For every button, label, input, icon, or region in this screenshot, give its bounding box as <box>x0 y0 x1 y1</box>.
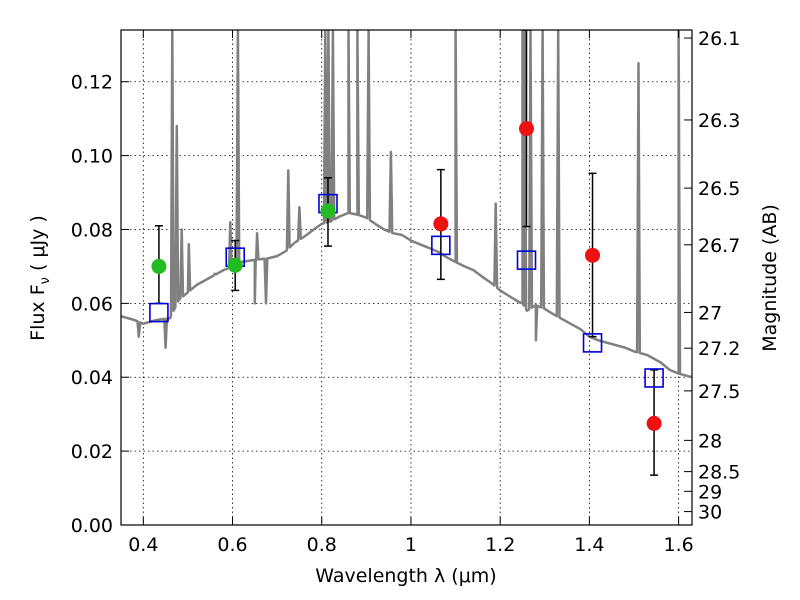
x-axis-ticks: 0.4 0.6 0.8 1 1.2 1.4 1.6 <box>128 30 694 556</box>
y2-tick-label: 26.7 <box>698 235 740 257</box>
y2-tick-label: 30 <box>698 502 722 524</box>
y2-tick-label: 27 <box>698 302 722 324</box>
grid-lines <box>121 30 692 526</box>
model-photometry-square <box>516 250 537 270</box>
model-photometry-square <box>582 333 603 353</box>
x-tick-label: 1.4 <box>574 534 604 556</box>
plot-area <box>121 30 692 476</box>
x-tick-label: 1 <box>405 534 417 556</box>
x-tick-label: 1.6 <box>664 534 694 556</box>
y-axis-label-subscript: ν <box>38 277 53 284</box>
y-tick-label: 0.06 <box>71 293 113 315</box>
y-tick-label: 0.00 <box>71 515 113 537</box>
y2-tick-label: 27.2 <box>698 338 740 360</box>
y-tick-label: 0.08 <box>71 219 113 241</box>
plot-frame <box>120 29 693 526</box>
y-axis-label-main: Flux F <box>27 284 49 340</box>
red-data-point <box>646 415 662 431</box>
model-photometry-square <box>644 368 664 388</box>
x-tick-label: 0.4 <box>128 534 158 556</box>
model-photometry-square <box>149 302 169 323</box>
plot-background <box>121 30 692 525</box>
green-data-point <box>227 257 243 273</box>
observed-points <box>151 121 662 431</box>
y-tick-label: 0.04 <box>71 367 113 389</box>
y2-tick-label: 26.3 <box>698 110 740 132</box>
x-tick-label: 1.2 <box>485 534 515 556</box>
x-tick-label: 0.8 <box>307 534 337 556</box>
y2-tick-label: 26.5 <box>698 178 740 200</box>
y-axis-label-unit: ( μJy ) <box>27 215 49 277</box>
y2-tick-label: 26.1 <box>698 28 740 50</box>
y-axis-label: Flux Fν ( μJy ) <box>27 215 53 341</box>
model-spectrum-line <box>121 30 692 379</box>
y-tick-label: 0.10 <box>71 146 113 168</box>
red-data-point <box>585 247 601 263</box>
green-data-point <box>151 258 167 274</box>
y-tick-label: 0.02 <box>71 441 113 463</box>
y-axis-ticks: 0.00 0.02 0.04 0.06 0.08 0.10 0.12 <box>71 72 129 537</box>
y2-tick-label: 29 <box>698 481 722 503</box>
model-photometry-square <box>431 235 451 256</box>
y2-axis-label: Magnitude (AB) <box>759 204 781 352</box>
y2-tick-label: 27.5 <box>698 381 740 403</box>
red-data-point <box>518 121 534 137</box>
y-tick-label: 0.12 <box>71 72 113 94</box>
green-data-point <box>320 203 336 219</box>
x-tick-label: 0.6 <box>217 534 247 556</box>
y2-tick-label: 28 <box>698 430 722 452</box>
y2-tick-label: 28.5 <box>698 462 740 484</box>
red-data-point <box>433 216 449 232</box>
x-axis-label: Wavelength λ (μm) <box>315 565 496 587</box>
